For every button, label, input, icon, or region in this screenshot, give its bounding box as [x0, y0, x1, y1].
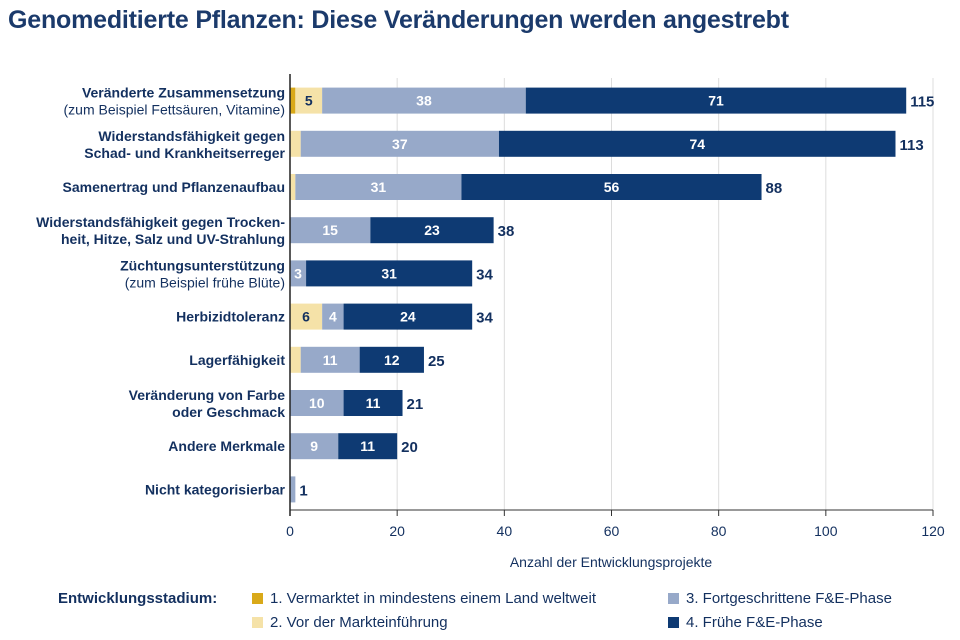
bar-segment-label: 4 [329, 309, 337, 325]
bar-total-label: 1 [299, 482, 307, 499]
bar-segment [290, 346, 301, 373]
legend-swatch [668, 617, 679, 628]
bar-segment-label: 9 [310, 438, 318, 454]
bar-segment [290, 217, 371, 244]
bar-segment [290, 130, 301, 157]
bar-segment-label: 11 [323, 352, 338, 368]
bar-segment [300, 130, 499, 157]
bar-segment [322, 303, 344, 330]
bar-segment [306, 260, 473, 287]
bar-segment [525, 87, 907, 114]
category-label: Züchtungsunterstützung [120, 257, 285, 273]
category-labels: Veränderte Zusammensetzung(zum Beispiel … [36, 85, 285, 498]
category-label-line2: (zum Beispiel Fettsäuren, Vitamine) [64, 102, 286, 118]
x-tick-label: 120 [921, 523, 945, 539]
bar-segment-label: 74 [689, 136, 705, 152]
bar-segment-label: 12 [384, 352, 400, 368]
bar-segment [295, 174, 462, 200]
x-axis-title: Anzahl der Entwicklungsprojekte [510, 554, 713, 570]
category-label: Nicht kategorisierbar [145, 481, 286, 497]
bar-segment [290, 303, 323, 330]
bar-segment [300, 346, 360, 373]
bar-segment [498, 130, 896, 157]
bar-segment-label: 11 [366, 395, 381, 411]
bar-segment [343, 303, 473, 330]
category-label: Samenertrag und Pflanzenaufbau [63, 179, 285, 195]
bar-total-label: 34 [476, 310, 493, 327]
bar-segment-label: 71 [708, 93, 724, 109]
bar-total-label: 38 [498, 223, 515, 240]
bar-segment-label: 31 [371, 179, 387, 195]
bar-segment [359, 346, 424, 373]
bar-segment [343, 390, 403, 416]
category-label-line2: (zum Beispiel frühe Blüte) [125, 274, 285, 290]
bar-segment-label: 11 [360, 438, 375, 454]
bar-segment [290, 87, 296, 114]
legend-item-marketed: 1. Vermarktet in mindestens einem Land w… [252, 590, 596, 607]
legend-label: 1. Vermarktet in mindestens einem Land w… [270, 590, 596, 607]
bar-segment-label: 6 [302, 309, 310, 325]
category-label: Herbizidtoleranz [176, 309, 285, 325]
bar-segment [290, 260, 307, 287]
chart-title: Genomeditierte Pflanzen: Diese Veränderu… [8, 6, 789, 34]
legend-swatch [668, 593, 679, 604]
bar-segment [290, 476, 296, 503]
bar-segment-label: 38 [416, 93, 432, 109]
category-label: Veränderung von Farbe [129, 387, 286, 403]
x-tick-label: 0 [286, 523, 294, 539]
legend-title: Entwicklungsstadium: [58, 590, 218, 607]
legend: Entwicklungsstadium: 1. Vermarktet in mi… [0, 586, 960, 636]
legend-item-early-rd: 4. Frühe F&E-Phase [668, 614, 823, 631]
bar-segment-label: 31 [381, 265, 397, 281]
bar-segment-label: 10 [309, 395, 325, 411]
bar-total-label: 88 [766, 180, 783, 197]
legend-label: 3. Fortgeschrittene F&E-Phase [686, 590, 892, 607]
bar-segment [322, 87, 526, 114]
bar-segment-label: 5 [305, 93, 313, 109]
bar-segment-label: 23 [424, 222, 440, 238]
bar-segment-label: 3 [294, 265, 302, 281]
x-tick-label: 100 [814, 523, 838, 539]
legend-swatch [252, 593, 263, 604]
bar-segment [290, 174, 296, 200]
x-tick-label: 60 [604, 523, 620, 539]
bar-total-label: 21 [407, 396, 424, 413]
legend-label: 2. Vor der Markteinführung [270, 614, 448, 631]
bar-total-label: 113 [899, 137, 923, 154]
bar-segment-label: 37 [392, 136, 408, 152]
legend-item-advanced-rd: 3. Fortgeschrittene F&E-Phase [668, 590, 892, 607]
bar-total-label: 20 [401, 439, 418, 456]
bar-segment-label: 56 [604, 179, 620, 195]
category-label: Andere Merkmale [168, 438, 285, 454]
bar-segment-label: 24 [400, 309, 416, 325]
category-label: Veränderte Zusammensetzung [82, 85, 285, 101]
category-label: Widerstandsfähigkeit gegen Trocken- [36, 214, 285, 230]
category-label: Lagerfähigkeit [189, 352, 285, 368]
bar-total-label: 25 [428, 353, 445, 370]
x-axis: 0 20 40 60 80 100 120 [286, 74, 945, 539]
bar-segment [461, 174, 762, 200]
bar-segment [295, 87, 323, 114]
legend-label: 4. Frühe F&E-Phase [686, 614, 823, 631]
category-label-line2: Schad- und Krankheitserreger [84, 145, 285, 161]
legend-item-pre-market: 2. Vor der Markteinführung [252, 614, 448, 631]
bar-segment [370, 217, 494, 244]
category-label-line2: oder Geschmack [172, 404, 285, 420]
bar-segment-label: 15 [322, 222, 338, 238]
bar-segment [290, 433, 339, 460]
x-tick-label: 20 [389, 523, 405, 539]
bar-segment [338, 433, 398, 460]
bar-segment [290, 390, 344, 416]
x-tick-label: 80 [711, 523, 727, 539]
bar-total-label: 115 [910, 94, 934, 111]
category-label: Widerstandsfähigkeit gegen [98, 128, 285, 144]
category-label-line2: heit, Hitze, Salz und UV-Strahlung [61, 231, 285, 247]
bar-total-label: 34 [476, 266, 493, 283]
x-tick-label: 40 [497, 523, 513, 539]
legend-swatch [252, 617, 263, 628]
